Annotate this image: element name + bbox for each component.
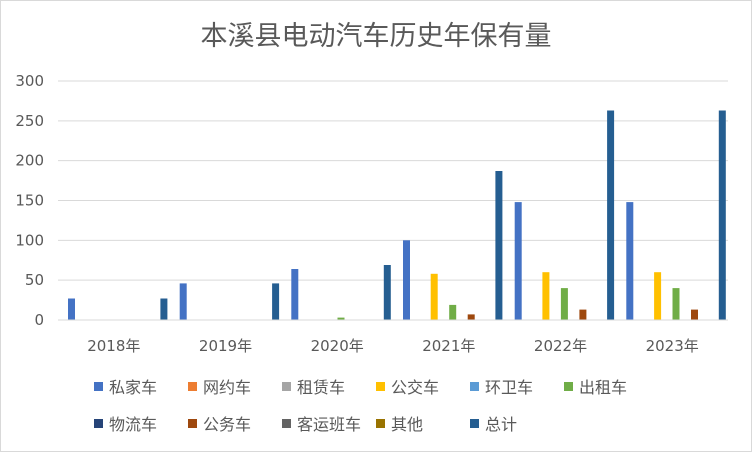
legend-item: 物流车 <box>94 411 157 435</box>
bar <box>626 202 634 320</box>
legend-label: 出租车 <box>579 378 628 397</box>
legend-label: 公交车 <box>391 378 440 397</box>
legend-swatch <box>564 381 573 391</box>
legend-swatch <box>470 381 479 391</box>
bar <box>467 314 475 320</box>
bar <box>560 288 568 320</box>
bar <box>430 273 438 320</box>
y-tick-label: 150 <box>15 192 44 210</box>
bar <box>672 288 680 320</box>
legend-label: 其他 <box>391 415 424 434</box>
legend-label: 客运班车 <box>297 415 362 434</box>
x-tick-label: 2019年 <box>199 337 252 355</box>
bar <box>579 309 587 320</box>
legend-label: 公务车 <box>203 415 252 434</box>
legend-swatch <box>376 418 385 428</box>
legend-label: 租赁车 <box>297 378 346 397</box>
bar <box>179 283 187 320</box>
y-tick-label: 0 <box>34 311 44 329</box>
legend-item: 网约车 <box>188 374 251 398</box>
y-tick-label: 100 <box>15 231 44 249</box>
legend-swatch <box>282 418 291 428</box>
bar <box>542 272 550 320</box>
bar <box>691 309 698 320</box>
bar <box>607 110 615 320</box>
legend-swatch <box>188 418 197 428</box>
legend-item: 环卫车 <box>470 374 533 398</box>
x-tick-label: 2020年 <box>311 337 364 355</box>
bar <box>718 110 726 320</box>
x-tick-label: 2018年 <box>87 337 140 355</box>
legend-item: 总计 <box>470 411 517 435</box>
bar <box>68 298 75 320</box>
y-tick-label: 250 <box>15 112 44 130</box>
bar <box>654 272 662 320</box>
x-tick-label: 2022年 <box>534 337 587 355</box>
y-tick-label: 50 <box>25 271 44 289</box>
legend-swatch <box>376 381 385 391</box>
y-tick-label: 300 <box>15 72 44 90</box>
legend-label: 网约车 <box>203 378 252 397</box>
legend-label: 物流车 <box>109 415 158 434</box>
bar <box>514 202 522 320</box>
bar <box>272 283 280 320</box>
legend-label: 私家车 <box>109 378 158 397</box>
bar <box>160 298 168 320</box>
legend-item: 私家车 <box>94 374 157 398</box>
legend-label: 总计 <box>485 415 518 434</box>
legend-label: 环卫车 <box>485 378 534 397</box>
x-tick-label: 2023年 <box>646 337 699 355</box>
chart-title: 本溪县电动汽车历史年保有量 <box>200 21 552 52</box>
bar <box>495 171 503 320</box>
bar <box>403 240 410 320</box>
x-tick-label: 2021年 <box>422 337 475 355</box>
legend-swatch <box>470 418 479 428</box>
legend-item: 客运班车 <box>282 411 361 435</box>
legend-swatch <box>188 381 197 391</box>
y-tick-label: 200 <box>15 152 44 170</box>
legend-swatch <box>94 381 103 391</box>
legend-swatch <box>282 381 291 391</box>
legend-item: 公交车 <box>376 374 439 398</box>
legend-item: 其他 <box>376 411 423 435</box>
legend-item: 出租车 <box>564 374 627 398</box>
bar <box>383 265 391 320</box>
bar <box>291 269 299 320</box>
bar <box>449 304 457 320</box>
legend-item: 租赁车 <box>282 374 345 398</box>
legend-swatch <box>94 418 103 428</box>
legend-item: 公务车 <box>188 411 251 435</box>
bar <box>337 317 345 320</box>
